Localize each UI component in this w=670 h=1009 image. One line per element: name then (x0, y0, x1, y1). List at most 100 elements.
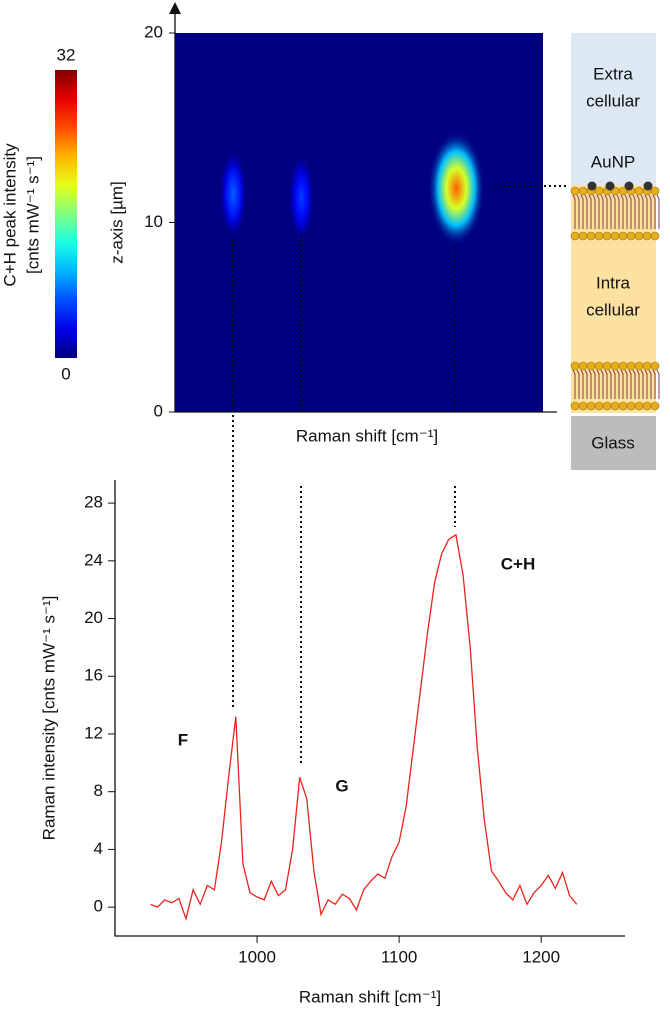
lipid-tail (636, 369, 640, 399)
intracellular-region (571, 185, 656, 413)
colorbar (55, 70, 77, 358)
lipid-head (586, 231, 596, 241)
lipid-tail (576, 369, 580, 399)
lipid-head (650, 361, 660, 371)
glass-region (571, 416, 656, 470)
x-tick-label: 1100 (381, 947, 418, 966)
lipid-tail (588, 194, 592, 229)
lipid-head (570, 186, 580, 196)
lipid-tail (644, 369, 648, 399)
lipid-head (610, 231, 620, 241)
aunp (643, 181, 653, 191)
lipid-tail (572, 194, 576, 229)
lipid-head (618, 401, 628, 411)
lipid-head (650, 231, 660, 241)
spectrum: 0 4 8 12 16 20 24 28 1000 1100 1200 Raman shift [cm… (39, 480, 625, 1006)
lipid-head (626, 401, 636, 411)
lipid-head (618, 231, 628, 241)
y-axis-label: Raman intensity [cnts mW⁻¹ s⁻¹] (39, 596, 58, 841)
y-tick-label: 20 (84, 608, 103, 627)
lipid-tail (624, 369, 628, 399)
lipid-head (634, 361, 644, 371)
lipid-head (594, 186, 604, 196)
lipid-head (634, 401, 644, 411)
lipid-tail (584, 194, 588, 229)
lipid-tail (588, 369, 592, 399)
lipid-tail (620, 194, 624, 229)
lipid-head (634, 231, 644, 241)
lipid-head (570, 231, 580, 241)
lipid-tail (632, 369, 636, 399)
lipid-tail (628, 194, 632, 229)
lipid-head (610, 361, 620, 371)
aunp (587, 181, 597, 191)
lipid-tail (648, 194, 652, 229)
y-tick-label: 16 (84, 666, 103, 685)
lipid-tail (604, 369, 608, 399)
lipid-tail (616, 194, 620, 229)
spectrum-line (150, 533, 578, 921)
lipid-head (586, 361, 596, 371)
lipid-tail (656, 369, 660, 399)
y-tick-label: 12 (84, 723, 103, 742)
lipid-head (642, 231, 652, 241)
lipid-tail (624, 194, 628, 229)
colorbar-label: C+H peak intensity (0, 143, 19, 287)
lipid-tail (608, 194, 612, 229)
lipid-tail (600, 194, 604, 229)
y-tick-label: 20 (144, 22, 163, 41)
heat-spot (219, 149, 247, 239)
x-tick-label: 1200 (522, 947, 560, 966)
lipid-tail (592, 194, 596, 229)
lipid-tail (604, 194, 608, 229)
lipid-tail (636, 194, 640, 229)
lipid-head (642, 361, 652, 371)
y-tick-label: 0 (94, 897, 103, 916)
aunp (624, 181, 634, 191)
aunp (605, 181, 615, 191)
colorbar-tick-label: 0 (61, 364, 70, 383)
y-axis-label: z-axis [µm] (107, 181, 126, 264)
lipid-tail (584, 369, 588, 399)
lipid-head (578, 231, 588, 241)
lipid-head (570, 401, 580, 411)
y-tick-label: 28 (84, 493, 103, 512)
y-tick-label: 4 (94, 839, 103, 858)
lipid-tail (572, 369, 576, 399)
lipid-tail (648, 369, 652, 399)
heat-spot (428, 131, 485, 246)
lipid-tail (644, 194, 648, 229)
lipid-tail (640, 194, 644, 229)
axes (114, 480, 625, 937)
lipid-head (578, 361, 588, 371)
lipid-head (586, 401, 596, 411)
lipid-head (602, 401, 612, 411)
lipid-head (602, 231, 612, 241)
lipid-tail (580, 369, 584, 399)
y-tick-label: 24 (84, 550, 103, 569)
lipid-head (602, 361, 612, 371)
lipid-head (626, 231, 636, 241)
y-tick-label: 8 (94, 781, 103, 800)
peak-label: G (335, 776, 348, 795)
lipid-tail (632, 194, 636, 229)
peak-label: F (178, 730, 188, 749)
colorbar-label: [cnts mW⁻¹ s⁻¹] (23, 156, 42, 274)
lipid-tail (576, 194, 580, 229)
axis-arrow (169, 2, 181, 14)
x-tick-label: 1000 (238, 947, 276, 966)
lipid-head (618, 361, 628, 371)
lipid-head (610, 401, 620, 411)
extracellular-label: cellular (586, 91, 640, 110)
lipid-head (626, 361, 636, 371)
lipid-tail (628, 369, 632, 399)
x-axis-label: Raman shift [cm⁻¹] (299, 987, 441, 1006)
lipid-head (594, 361, 604, 371)
lipid-tail (612, 369, 616, 399)
lipid-head (594, 231, 604, 241)
heatmap: 0 10 20 Raman shift [cm⁻¹] z-axis [µm] 0 32 C+H… (0, 2, 557, 445)
lipid-tail (652, 369, 656, 399)
lipid-tail (580, 194, 584, 229)
lipid-tail (608, 369, 612, 399)
glass-label: Glass (591, 433, 634, 452)
